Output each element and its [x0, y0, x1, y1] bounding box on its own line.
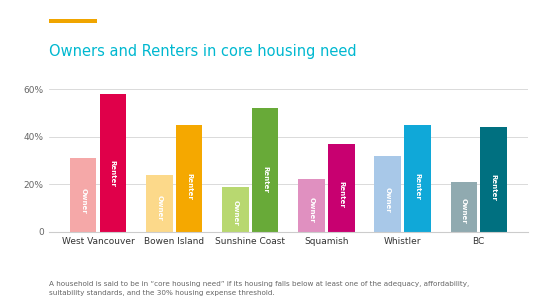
- Bar: [480, 127, 507, 232]
- Text: Renter: Renter: [186, 173, 192, 200]
- Bar: [252, 108, 279, 232]
- Text: Renter: Renter: [262, 166, 268, 193]
- Bar: [100, 94, 126, 232]
- Text: Owner: Owner: [309, 197, 315, 222]
- Text: Owner: Owner: [461, 198, 467, 224]
- Text: Owners and Renters in core housing need: Owners and Renters in core housing need: [49, 44, 356, 59]
- Bar: [451, 182, 477, 232]
- Bar: [70, 158, 96, 232]
- Bar: [404, 125, 431, 232]
- Bar: [176, 125, 202, 232]
- Bar: [375, 156, 401, 232]
- Bar: [222, 187, 249, 232]
- Text: Renter: Renter: [490, 174, 496, 201]
- Text: Renter: Renter: [110, 160, 116, 187]
- Text: Owner: Owner: [232, 200, 238, 226]
- Text: A household is said to be in “core housing need” if its housing falls below at l: A household is said to be in “core housi…: [49, 281, 469, 296]
- Text: Renter: Renter: [338, 181, 344, 208]
- Bar: [298, 179, 325, 232]
- Text: Owner: Owner: [80, 188, 86, 214]
- Text: Owner: Owner: [385, 187, 391, 213]
- Text: Owner: Owner: [156, 195, 162, 221]
- Bar: [146, 175, 172, 232]
- Bar: [328, 144, 355, 232]
- Text: Renter: Renter: [414, 173, 420, 200]
